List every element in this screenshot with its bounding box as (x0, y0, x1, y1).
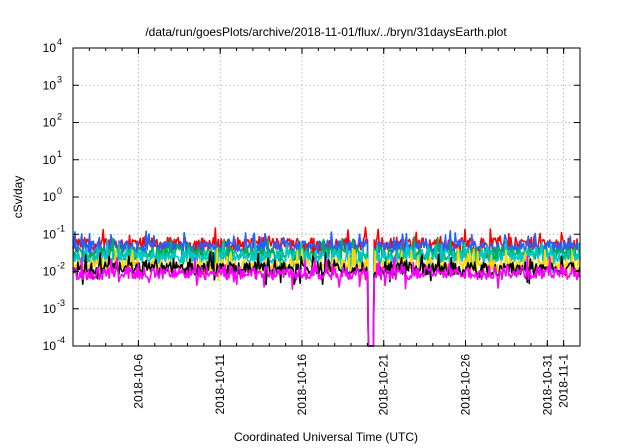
series-line (72, 239, 581, 347)
data-series (72, 226, 581, 347)
series-line (72, 255, 581, 347)
y-tick-exponent: 4 (57, 37, 62, 47)
y-tick-exponent: -1 (57, 223, 65, 233)
y-tick-label: 10 (43, 227, 57, 241)
y-tick-exponent: 1 (57, 149, 62, 159)
y-tick-label: 10 (43, 339, 57, 353)
grid (73, 48, 580, 346)
y-tick-label: 10 (43, 78, 57, 92)
y-tick-exponent: -4 (57, 335, 65, 345)
y-tick-exponent: -2 (57, 261, 65, 271)
series-line (72, 236, 581, 347)
x-tick-label: 2018-10-26 (459, 354, 473, 416)
x-tick-label: 2018-10-11 (213, 354, 227, 415)
x-tick-label: 2018-10-31 (540, 354, 554, 416)
y-tick-label: 10 (43, 190, 57, 204)
y-tick-exponent: -3 (57, 298, 65, 308)
x-ticks: 2018-10-6 2018-10-11 2018-10-16 2018-10-21 2… (72, 48, 581, 416)
y-tick-label: 10 (43, 302, 57, 316)
y-tick-label: 10 (43, 265, 57, 279)
chart-title: /data/run/goesPlots/archive/2018-11-01/f… (145, 25, 507, 39)
x-axis-label: Coordinated Universal Time (UTC) (234, 430, 418, 444)
y-tick-label: 10 (43, 41, 57, 55)
x-tick-label: 2018-10-6 (131, 354, 145, 409)
y-tick-exponent: 0 (57, 186, 62, 196)
y-axis-label: cSv/day (11, 176, 25, 219)
x-tick-label: 2018-10-21 (377, 354, 391, 416)
y-tick-exponent: 3 (57, 74, 62, 84)
y-tick-label: 10 (43, 153, 57, 167)
y-tick-exponent: 2 (57, 112, 62, 122)
x-tick-label: 2018-11-1 (557, 354, 571, 408)
x-tick-label: 2018-10-16 (295, 354, 309, 416)
y-tick-label: 10 (43, 116, 57, 130)
